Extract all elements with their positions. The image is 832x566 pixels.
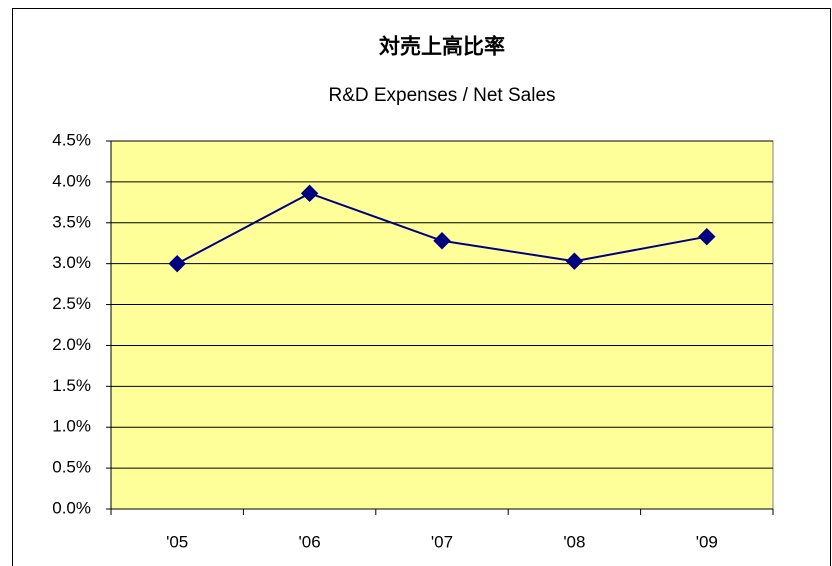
y-tick-label: 3.0% bbox=[52, 253, 91, 272]
plot-area bbox=[110, 140, 774, 510]
x-tick-label: '05 bbox=[166, 532, 188, 551]
y-tick-label: 0.0% bbox=[52, 498, 91, 517]
x-tick-label: '08 bbox=[563, 532, 585, 551]
marker bbox=[300, 184, 319, 203]
y-tick-label: 1.0% bbox=[52, 417, 91, 436]
chart-subtitle: R&D Expenses / Net Sales bbox=[328, 85, 555, 106]
y-tick-label: 2.5% bbox=[52, 294, 91, 313]
y-tick-label: 4.0% bbox=[52, 171, 91, 190]
y-tick-label: 0.5% bbox=[52, 458, 91, 477]
y-tick-label: 4.5% bbox=[52, 130, 91, 149]
x-tick-label: '07 bbox=[431, 532, 453, 551]
y-tick-label: 1.5% bbox=[52, 376, 91, 395]
chart-title: 対売上高比率 bbox=[379, 35, 505, 59]
x-tick-label: '06 bbox=[299, 532, 321, 551]
y-tick-label: 2.0% bbox=[52, 335, 91, 354]
x-tick-label: '09 bbox=[696, 532, 718, 551]
marker bbox=[433, 232, 451, 250]
marker bbox=[698, 227, 716, 246]
y-tick-label: 3.5% bbox=[52, 212, 91, 231]
marker bbox=[168, 254, 186, 273]
marker bbox=[565, 252, 584, 270]
